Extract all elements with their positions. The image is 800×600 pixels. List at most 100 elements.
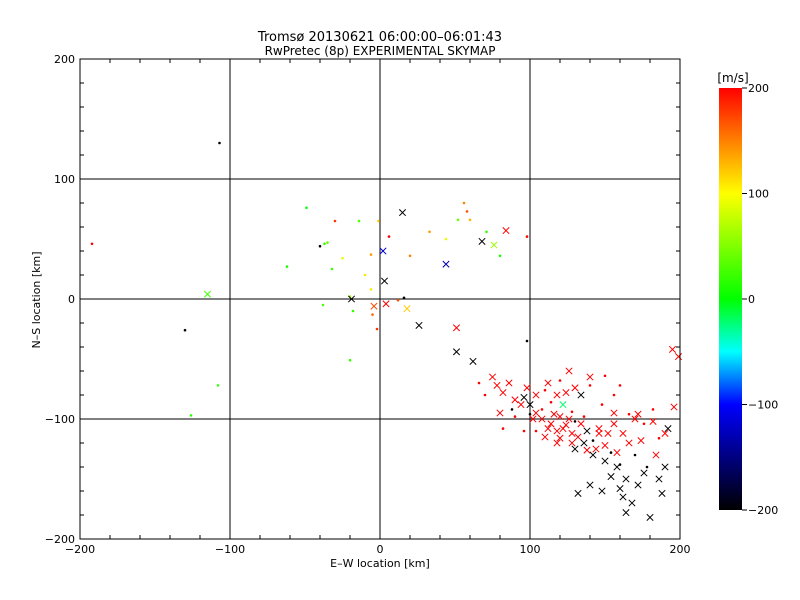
data-point-cross — [580, 439, 588, 447]
data-point-dot — [573, 420, 577, 423]
data-point-cross — [658, 489, 666, 497]
data-point-cross — [583, 427, 591, 435]
data-point-dot — [510, 408, 514, 411]
y-tick-label: 200 — [54, 53, 75, 66]
data-point-cross — [496, 409, 504, 417]
data-point-dot — [558, 379, 562, 382]
colorbar-tick-label: 0 — [748, 293, 755, 306]
data-point-dot — [645, 465, 649, 469]
y-axis-label: N–S location [km] — [30, 251, 43, 348]
data-point-cross — [380, 277, 389, 285]
data-point-cross — [452, 348, 461, 356]
data-point-dot — [570, 410, 574, 414]
data-point-dot — [477, 381, 481, 385]
data-point-cross — [646, 513, 654, 521]
data-point-dot — [369, 288, 373, 291]
data-point-cross — [668, 345, 677, 353]
data-point-dot — [618, 384, 622, 387]
y-tick-label: 100 — [54, 173, 75, 186]
data-point-dot — [642, 422, 646, 426]
data-point-cross — [577, 391, 585, 399]
data-point-cross — [568, 429, 576, 437]
data-point-dot — [534, 429, 538, 433]
data-point-cross — [592, 445, 600, 453]
data-point-cross — [478, 237, 486, 245]
data-point-cross — [583, 446, 591, 454]
colorbar-tick-label: 100 — [748, 188, 769, 201]
data-point-cross — [556, 434, 564, 442]
data-point-cross — [586, 373, 594, 381]
x-tick-label: −200 — [65, 543, 95, 556]
data-point-cross — [574, 489, 582, 497]
data-point-dot — [591, 439, 595, 442]
data-point-dot — [305, 206, 308, 210]
data-point-cross — [649, 417, 657, 425]
data-point-dot — [326, 241, 329, 244]
data-point-dot — [522, 429, 526, 433]
data-point-dot — [501, 427, 505, 430]
data-point-dot — [465, 210, 469, 213]
data-point-cross — [493, 381, 501, 389]
data-point-cross — [403, 305, 411, 313]
data-point-dot — [468, 218, 472, 222]
data-point-cross — [442, 260, 450, 268]
colorbar-tick-label: −200 — [748, 504, 778, 517]
data-point-cross — [674, 353, 683, 361]
x-tick-label: −100 — [215, 543, 245, 556]
data-point-cross — [347, 295, 356, 303]
data-point-cross — [547, 420, 555, 428]
data-point-cross — [499, 389, 507, 397]
data-point-cross — [634, 481, 642, 489]
data-point-dot — [218, 141, 221, 145]
y-tick-label: 0 — [68, 293, 75, 306]
data-point-cross — [520, 393, 528, 401]
data-point-dot — [498, 254, 502, 258]
data-point-cross — [655, 475, 663, 483]
data-point-dot — [483, 393, 487, 397]
data-point-dot — [351, 309, 355, 313]
data-point-dot — [330, 267, 334, 271]
x-axis-label: E–W location [km] — [330, 557, 430, 570]
data-point-dot — [627, 412, 631, 416]
data-point-cross — [604, 429, 612, 437]
data-point-dot — [513, 415, 517, 418]
data-point-cross — [619, 429, 627, 437]
data-point-dot — [341, 256, 344, 260]
data-point-dot — [402, 296, 406, 300]
data-point-cross — [565, 367, 573, 375]
data-point-cross — [544, 379, 552, 387]
data-point-dot — [540, 408, 544, 411]
data-point-cross — [523, 384, 531, 392]
data-point-dot — [375, 327, 379, 331]
data-point-cross — [601, 457, 609, 465]
data-point-cross — [625, 439, 633, 447]
data-point-cross — [452, 324, 461, 332]
data-point-cross — [517, 401, 525, 409]
data-point-cross — [571, 445, 579, 453]
data-point-cross — [559, 425, 567, 433]
data-point-cross — [469, 357, 477, 365]
data-point-cross — [532, 391, 540, 399]
colorbar-tick-label: 200 — [748, 82, 769, 95]
chart-title: Tromsø 20130621 06:00:00–06:01:43 — [257, 30, 502, 45]
data-point-dot — [371, 313, 374, 316]
data-point-cross — [565, 415, 573, 423]
x-tick-label: 100 — [520, 543, 541, 556]
data-point-dot — [183, 328, 187, 332]
data-point-cross — [622, 475, 630, 483]
colorbar — [719, 88, 742, 510]
data-point-cross — [502, 227, 510, 235]
data-point-cross — [610, 409, 618, 417]
data-point-cross — [511, 396, 519, 404]
data-point-cross — [619, 493, 627, 501]
data-point-dot — [588, 384, 592, 387]
data-point-dot — [549, 400, 553, 404]
data-point-dot — [348, 358, 352, 362]
colorbar-ticks: 200 100 0 −100 −200 — [742, 82, 778, 517]
data-point-dot — [377, 219, 380, 223]
data-point-cross — [370, 302, 378, 310]
data-point-dot — [525, 339, 529, 343]
data-point-cross — [664, 425, 672, 433]
data-point-dot — [600, 403, 604, 406]
